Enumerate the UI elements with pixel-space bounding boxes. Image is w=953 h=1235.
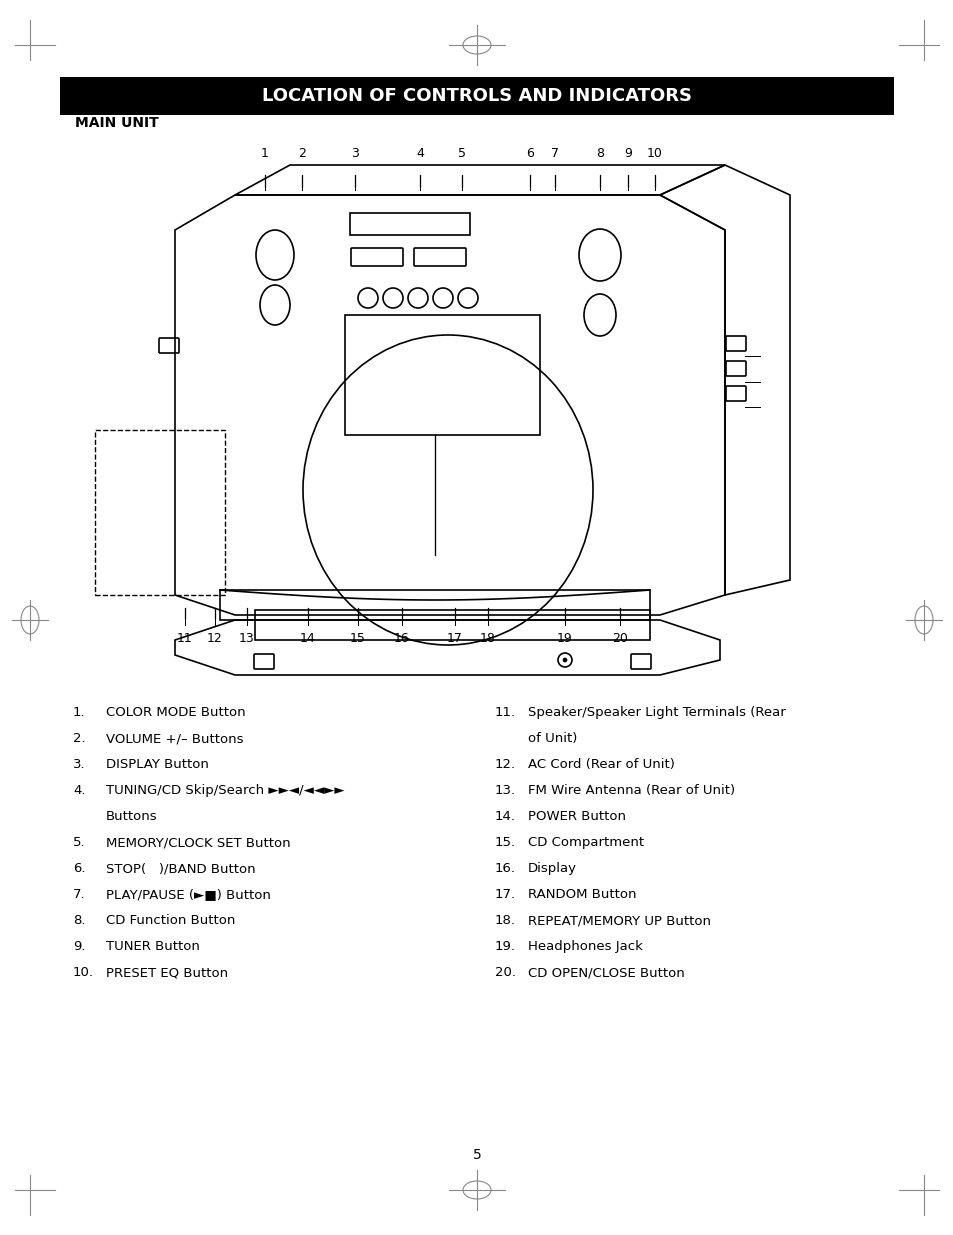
Text: 11: 11: [177, 632, 193, 645]
Text: 13.: 13.: [495, 784, 516, 797]
Text: 12.: 12.: [495, 758, 516, 771]
Text: CD Function Button: CD Function Button: [106, 914, 235, 927]
Text: 3.: 3.: [73, 758, 86, 771]
Text: 17: 17: [447, 632, 462, 645]
Text: DISPLAY Button: DISPLAY Button: [106, 758, 209, 771]
Text: 5.: 5.: [73, 836, 86, 848]
Text: STOP(   )/BAND Button: STOP( )/BAND Button: [106, 862, 255, 876]
Text: 18: 18: [479, 632, 496, 645]
Text: CD Compartment: CD Compartment: [527, 836, 643, 848]
Text: 5: 5: [457, 147, 465, 161]
Text: 13: 13: [239, 632, 254, 645]
Text: PLAY/PAUSE (►■) Button: PLAY/PAUSE (►■) Button: [106, 888, 271, 902]
Text: 8: 8: [596, 147, 603, 161]
Text: FM Wire Antenna (Rear of Unit): FM Wire Antenna (Rear of Unit): [527, 784, 735, 797]
Ellipse shape: [562, 658, 566, 662]
Text: COLOR MODE Button: COLOR MODE Button: [106, 706, 245, 719]
Text: Display: Display: [527, 862, 577, 876]
Text: 7.: 7.: [73, 888, 86, 902]
Text: 6.: 6.: [73, 862, 86, 876]
Text: 14.: 14.: [495, 810, 516, 823]
Text: 11.: 11.: [495, 706, 516, 719]
Text: 20: 20: [612, 632, 627, 645]
Text: 16: 16: [394, 632, 410, 645]
Text: Speaker/Speaker Light Terminals (Rear: Speaker/Speaker Light Terminals (Rear: [527, 706, 785, 719]
Text: 14: 14: [300, 632, 315, 645]
Text: 18.: 18.: [495, 914, 516, 927]
Text: LOCATION OF CONTROLS AND INDICATORS: LOCATION OF CONTROLS AND INDICATORS: [262, 86, 691, 105]
Bar: [350, 212, 470, 235]
Text: 10.: 10.: [73, 966, 94, 979]
Text: AC Cord (Rear of Unit): AC Cord (Rear of Unit): [527, 758, 674, 771]
Text: 1: 1: [261, 147, 269, 161]
Text: 12: 12: [207, 632, 223, 645]
Text: 2: 2: [297, 147, 306, 161]
Text: 4: 4: [416, 147, 423, 161]
Text: 8.: 8.: [73, 914, 86, 927]
Text: 16.: 16.: [495, 862, 516, 876]
Text: 2.: 2.: [73, 732, 86, 745]
Bar: [95, 430, 225, 595]
Text: MAIN UNIT: MAIN UNIT: [75, 116, 158, 130]
Text: MEMORY/CLOCK SET Button: MEMORY/CLOCK SET Button: [106, 836, 291, 848]
Text: VOLUME +/– Buttons: VOLUME +/– Buttons: [106, 732, 243, 745]
Text: CD OPEN/CLOSE Button: CD OPEN/CLOSE Button: [527, 966, 684, 979]
Text: 6: 6: [525, 147, 534, 161]
Text: 15.: 15.: [495, 836, 516, 848]
Text: 10: 10: [646, 147, 662, 161]
Text: 19: 19: [557, 632, 572, 645]
Text: 7: 7: [551, 147, 558, 161]
Text: TUNING/CD Skip/Search ►►◄/◄◄►►: TUNING/CD Skip/Search ►►◄/◄◄►►: [106, 784, 344, 797]
Text: 4.: 4.: [73, 784, 86, 797]
Text: 5: 5: [472, 1149, 481, 1162]
Text: POWER Button: POWER Button: [527, 810, 625, 823]
Text: 9.: 9.: [73, 940, 86, 953]
Bar: [60, 77, 893, 115]
Text: 1.: 1.: [73, 706, 86, 719]
Text: TUNER Button: TUNER Button: [106, 940, 200, 953]
Text: 3: 3: [351, 147, 358, 161]
Text: 20.: 20.: [495, 966, 516, 979]
Text: REPEAT/MEMORY UP Button: REPEAT/MEMORY UP Button: [527, 914, 710, 927]
Text: 17.: 17.: [495, 888, 516, 902]
Text: RANDOM Button: RANDOM Button: [527, 888, 636, 902]
Text: Headphones Jack: Headphones Jack: [527, 940, 642, 953]
Text: 19.: 19.: [495, 940, 516, 953]
Bar: [345, 315, 539, 435]
Text: 15: 15: [350, 632, 366, 645]
Text: PRESET EQ Button: PRESET EQ Button: [106, 966, 228, 979]
Text: Buttons: Buttons: [106, 810, 157, 823]
Text: of Unit): of Unit): [527, 732, 577, 745]
Text: 9: 9: [623, 147, 631, 161]
